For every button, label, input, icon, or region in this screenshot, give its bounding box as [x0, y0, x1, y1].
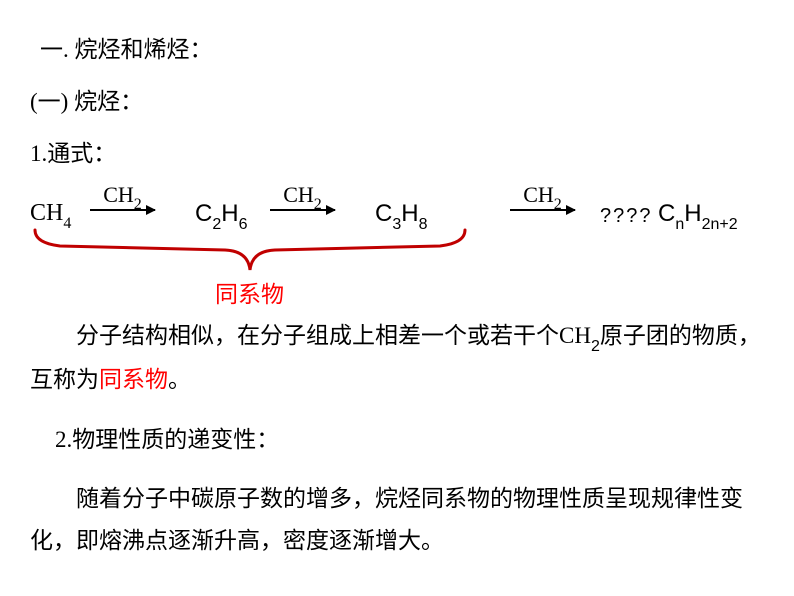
ch4-base: CH: [30, 200, 63, 226]
arrow-2-label: CH2: [283, 182, 322, 212]
paragraph-1: 分子结构相似，在分子组成上相差一个或若干个CH2原子团的物质，互称为同系物。: [20, 315, 774, 401]
p1-sub: 2: [591, 338, 600, 355]
arrow-1-label: CH2: [103, 182, 142, 212]
p1-red: 同系物: [99, 367, 168, 392]
arrow-3: CH2: [510, 182, 575, 211]
p1-part3: 。: [168, 367, 191, 392]
sub-heading: (一) 烷烃：: [20, 82, 774, 116]
arrow-1: CH2: [90, 182, 155, 211]
paragraph-2: 随着分子中碳原子数的增多，烷烃同系物的物理性质呈现规律性变化，即熔沸点逐渐升高，…: [20, 478, 774, 561]
formula-general: CnH2n+2: [658, 200, 738, 232]
arrow-3-label: CH2: [523, 182, 562, 212]
gen-base2: H: [684, 200, 701, 227]
ch2-base-1: CH: [103, 182, 134, 207]
section-2-label: 2.物理性质的递变性：: [20, 419, 774, 460]
ch2-base-2: CH: [283, 182, 314, 207]
brace-container: [30, 228, 470, 278]
formula-row: CH4 CH2 C2H6 CH2 C3H8 CH2 ???? CnH2n+2 同…: [20, 180, 774, 270]
c3h8-base1: C: [375, 200, 392, 227]
p1-part1: 分子结构相似，在分子组成上相差一个或若干个CH: [76, 323, 591, 348]
c3h8-base2: H: [401, 200, 418, 227]
gen-base1: C: [658, 200, 675, 227]
c2h6-base1: C: [195, 200, 212, 227]
arrow-line-1: [90, 209, 155, 211]
arrow-line-3: [510, 209, 575, 211]
gen-sub2: 2n+2: [702, 216, 738, 233]
c2h6-base2: H: [221, 200, 238, 227]
arrow-2: CH2: [270, 182, 335, 211]
formula-dots: ????: [600, 205, 653, 228]
section-1-label: 1.通式：: [20, 134, 774, 168]
ch2-base-3: CH: [523, 182, 554, 207]
brace-label: 同系物: [215, 275, 284, 309]
brace-icon: [30, 228, 470, 273]
main-heading: 一. 烷烃和烯烃：: [20, 30, 774, 64]
formula-ch4: CH4: [30, 200, 71, 231]
arrow-line-2: [270, 209, 335, 211]
gen-sub1: n: [675, 216, 684, 233]
